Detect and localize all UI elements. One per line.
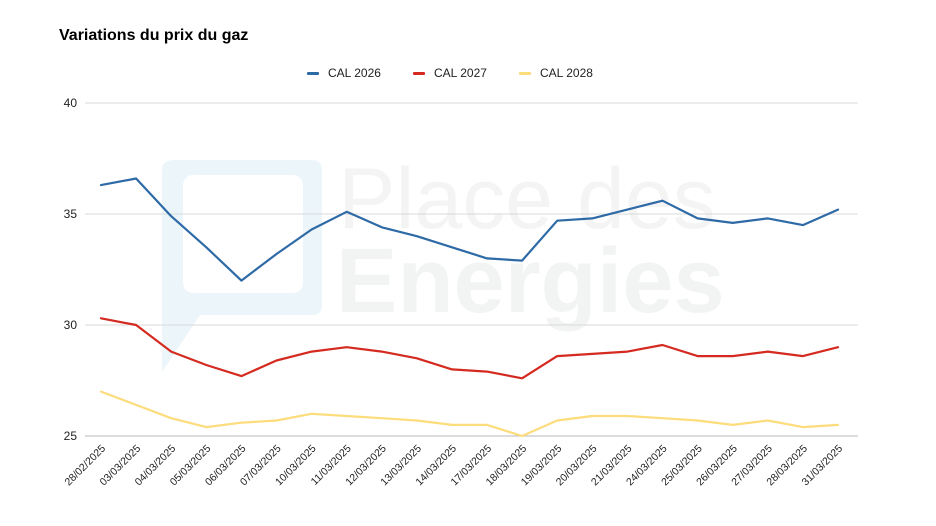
series-lines — [99, 177, 840, 438]
watermark-text-line1: Place des — [338, 151, 716, 247]
legend-label: CAL 2026 — [328, 66, 381, 80]
gridlines — [85, 102, 858, 437]
series-line-cal-2028 — [99, 390, 840, 438]
chart-legend: CAL 2026 CAL 2027 CAL 2028 — [0, 64, 936, 82]
legend-label: CAL 2027 — [434, 66, 487, 80]
y-tick-label: 25 — [64, 429, 78, 443]
legend-swatch — [413, 71, 425, 75]
chart-title: Variations du prix du gaz — [59, 27, 249, 44]
legend-swatch — [307, 71, 319, 75]
legend-swatch — [519, 71, 531, 75]
legend-label: CAL 2028 — [540, 66, 593, 80]
watermark-speech-bubble-icon — [162, 160, 322, 372]
x-axis: 28/02/202503/03/202504/03/202505/03/2025… — [62, 443, 845, 489]
y-tick-label: 35 — [64, 207, 78, 221]
legend-item: CAL 2028 — [519, 64, 593, 82]
watermark-text-line2: Energies — [336, 230, 725, 332]
y-tick-label: 30 — [64, 318, 78, 332]
y-tick-label: 40 — [64, 96, 78, 110]
y-axis: 25 30 35 40 — [64, 96, 78, 443]
watermark-logo: Place des Energies — [162, 151, 725, 372]
legend-item: CAL 2026 — [307, 64, 381, 82]
series-line-cal-2027 — [99, 317, 840, 380]
legend-item: CAL 2027 — [413, 64, 487, 82]
watermark-bubble-inner — [183, 175, 303, 293]
series-line-cal-2026 — [99, 177, 840, 282]
